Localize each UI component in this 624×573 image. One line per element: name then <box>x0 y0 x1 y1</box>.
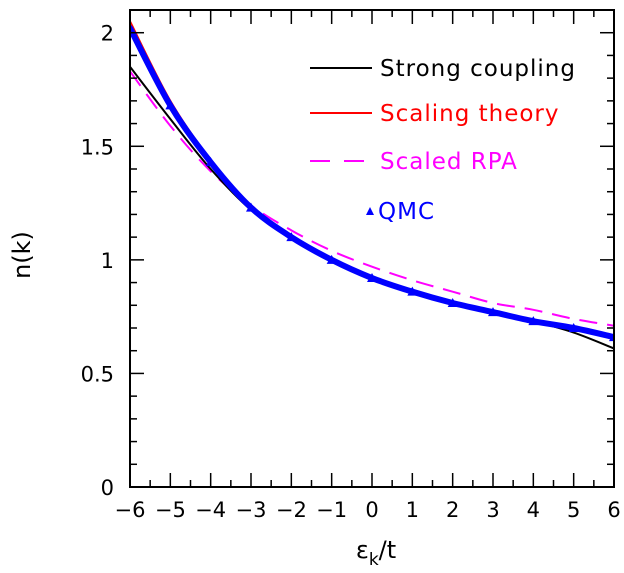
x-tick-label: 0 <box>365 498 378 522</box>
y-tick-label: 1 <box>101 249 114 273</box>
x-tick-label: 4 <box>527 498 540 522</box>
x-tick-label: 1 <box>406 498 419 522</box>
x-tick-label: −6 <box>115 498 146 522</box>
legend-label-scaling-theory: Scaling theory <box>380 101 560 127</box>
x-tick-label: 3 <box>486 498 499 522</box>
x-tick-label: −4 <box>195 498 226 522</box>
y-tick-label: 1.5 <box>81 135 114 159</box>
legend: Strong coupling Scaling theory Scaled RPA Q… <box>310 56 576 225</box>
x-axis-title-suffix: /t <box>379 536 397 564</box>
x-tick-label: −2 <box>276 498 307 522</box>
x-axis-title-main: ε <box>356 536 369 564</box>
x-axis-title: εk/t <box>356 536 396 570</box>
y-axis-title: n(k) <box>8 231 36 279</box>
y-tick-label: 0 <box>101 476 114 500</box>
y-tick-label: 2 <box>101 22 114 46</box>
x-tick-label: 5 <box>567 498 580 522</box>
x-axis-title-sub: k <box>369 550 379 570</box>
x-tick-label: 6 <box>607 498 620 522</box>
x-tick-label: 2 <box>446 498 459 522</box>
legend-marker-qmc <box>366 207 374 215</box>
x-tick-label: −5 <box>155 498 186 522</box>
x-tick-label: −1 <box>316 498 347 522</box>
legend-label-scaled-rpa: Scaled RPA <box>380 149 518 175</box>
x-tick-label: −3 <box>236 498 267 522</box>
legend-label-qmc: QMC <box>378 199 435 225</box>
y-tick-label: 0.5 <box>81 362 114 386</box>
legend-label-strong-coupling: Strong coupling <box>380 56 576 82</box>
